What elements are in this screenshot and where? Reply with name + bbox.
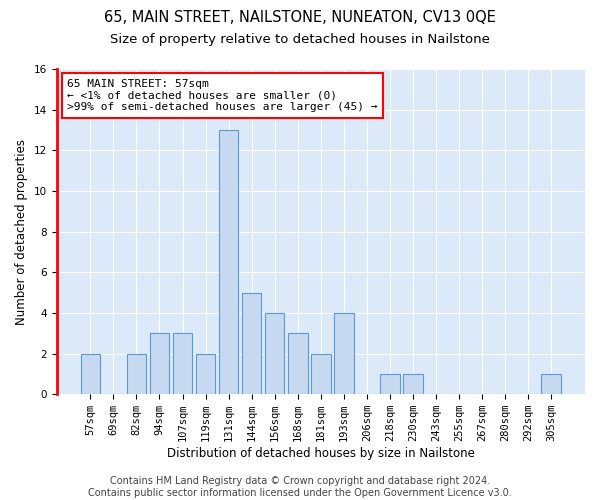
Bar xyxy=(173,333,193,394)
Bar xyxy=(334,313,353,394)
X-axis label: Distribution of detached houses by size in Nailstone: Distribution of detached houses by size … xyxy=(167,447,475,460)
Text: Contains HM Land Registry data © Crown copyright and database right 2024.
Contai: Contains HM Land Registry data © Crown c… xyxy=(88,476,512,498)
Text: Size of property relative to detached houses in Nailstone: Size of property relative to detached ho… xyxy=(110,32,490,46)
Bar xyxy=(311,354,331,394)
Bar xyxy=(380,374,400,394)
Bar xyxy=(403,374,423,394)
Text: 65, MAIN STREET, NAILSTONE, NUNEATON, CV13 0QE: 65, MAIN STREET, NAILSTONE, NUNEATON, CV… xyxy=(104,10,496,25)
Bar xyxy=(265,313,284,394)
Bar xyxy=(541,374,561,394)
Bar xyxy=(149,333,169,394)
Bar xyxy=(80,354,100,394)
Bar xyxy=(196,354,215,394)
Bar xyxy=(219,130,238,394)
Y-axis label: Number of detached properties: Number of detached properties xyxy=(15,138,28,324)
Text: 65 MAIN STREET: 57sqm
← <1% of detached houses are smaller (0)
>99% of semi-deta: 65 MAIN STREET: 57sqm ← <1% of detached … xyxy=(67,79,377,112)
Bar xyxy=(242,292,262,394)
Bar xyxy=(288,333,308,394)
Bar xyxy=(127,354,146,394)
